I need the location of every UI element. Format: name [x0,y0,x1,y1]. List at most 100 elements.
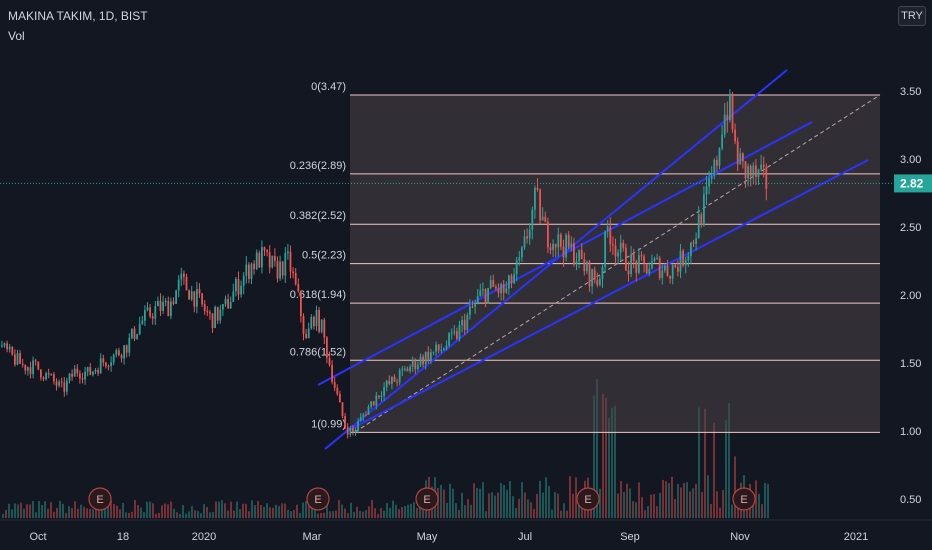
candle-body [45,373,47,380]
volume-bar [383,510,385,518]
volume-bar [128,512,130,518]
channel-mid-upper-line[interactable] [317,121,813,386]
candle-body [341,402,344,417]
volume-bar [518,498,520,518]
volume-bar [536,493,538,518]
candle-body [541,216,544,221]
candle-body [201,293,203,305]
volume-bar [107,506,109,518]
candle-body [752,165,755,176]
candle-body [739,153,742,165]
volume-bar [398,509,400,518]
volume-bar [146,501,148,518]
candle-body [227,298,229,309]
candle-body [185,277,188,291]
candle-body [495,286,497,289]
volume-bar [380,508,382,518]
candle-body [557,234,560,248]
volume-bar [2,513,4,518]
candle-body [245,264,248,276]
candle-body [476,296,479,303]
candle-body [175,290,177,304]
candle-body [336,387,339,395]
volume-bar [713,422,715,518]
volume-bar [188,511,190,518]
candle-body [562,246,565,258]
candle-body [747,166,749,179]
price-axis[interactable]: 3.50 3.00 2.50 2.00 1.50 1.00 0.50 [894,0,932,550]
volume-bar [488,493,490,518]
candle-body [482,289,484,291]
candle-body [328,357,331,365]
candle-body [742,153,744,162]
volume-bar [338,500,340,518]
time-axis[interactable]: Oct 18 2020 Mar May Jul Sep Nov 2021 [0,519,932,550]
candle-body [232,291,235,302]
volume-bar [410,503,412,518]
volume-bar [443,489,445,518]
volume-bar [557,493,559,518]
volume-bar [350,502,352,518]
candle-body [510,275,513,284]
candle-body [193,291,196,307]
candle-body [302,315,305,334]
volume-bar [134,500,136,518]
current-price-tag-background [894,174,932,193]
volume-bar [503,484,505,518]
volume-bar [356,506,358,518]
candle-body [502,284,505,293]
channel-upper-line[interactable] [324,69,788,450]
volume-bar [281,503,283,518]
candle-body [149,307,151,317]
symbol-title[interactable]: MAKINA TAKIM, 1D, BIST [8,9,148,23]
candle-body [734,129,736,142]
candle-body [749,166,752,176]
candle-body [310,317,313,329]
volume-bar [641,497,643,518]
candle-body [419,356,422,366]
currency-button[interactable]: TRY [898,6,926,26]
volume-bar [617,493,619,518]
volume-bar [50,502,52,518]
volume-bar [272,507,274,518]
volume-bar [230,501,232,518]
volume-bar [623,492,625,518]
candle-body [289,251,292,272]
candle-body [102,358,105,363]
time-tick-label: May [417,531,438,543]
volume-bar [566,510,568,518]
candle-body [266,250,268,253]
candle-body [635,260,638,273]
candle-body [453,331,456,333]
candle-body [674,265,677,268]
volume-bar [725,419,727,518]
earnings-marker-icon[interactable] [732,487,756,511]
volume-bar [158,512,160,518]
volume-bar [692,488,694,518]
candle-body [518,257,521,261]
candle-body [19,353,21,364]
candle-body [401,368,404,371]
volume-bar [293,509,295,518]
candle-body [125,345,128,353]
earnings-marker-icon[interactable] [576,487,600,511]
volume-bar [512,496,514,518]
earnings-marker-icon[interactable] [306,487,330,511]
volume-bar [572,493,574,518]
volume-indicator-label[interactable]: Vol [8,29,25,43]
channel-center-line[interactable] [354,94,881,433]
volume-bar [659,492,661,518]
candle-body [609,226,612,245]
earnings-marker-icon[interactable] [415,487,439,511]
candle-body [679,250,682,272]
earnings-marker-icon[interactable] [88,487,112,511]
volume-bar [719,507,721,518]
candle-body [406,368,409,372]
candle-body [508,275,510,289]
volume-bar [395,504,397,518]
candle-body [536,187,539,190]
candle-body [188,290,190,300]
candle-body [209,312,211,314]
channel-lower-line[interactable] [344,159,869,433]
